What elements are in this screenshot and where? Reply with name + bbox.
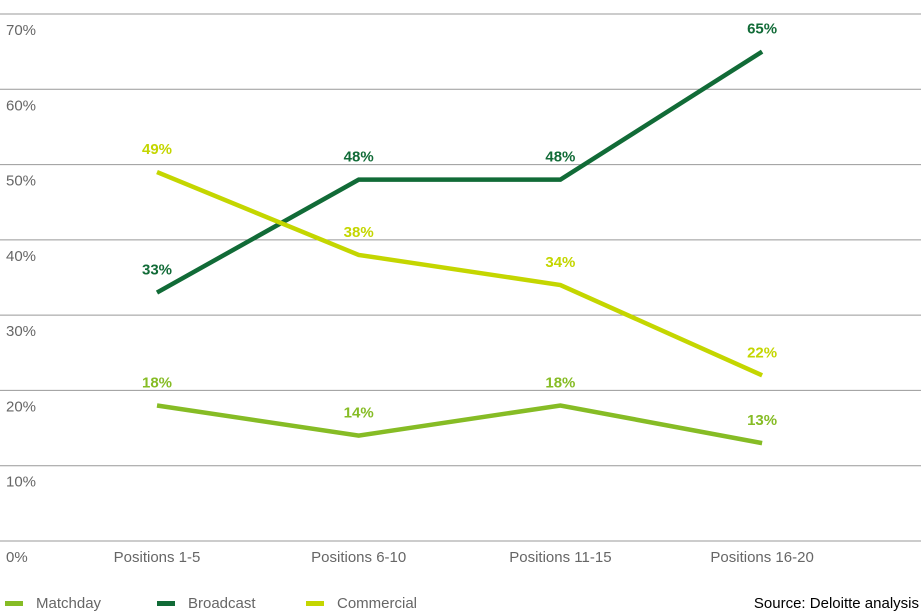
legend-swatch [157, 601, 175, 606]
y-tick-label: 50% [6, 173, 36, 190]
data-label: 18% [545, 374, 575, 391]
data-label: 34% [545, 254, 575, 271]
data-label: 48% [344, 149, 374, 166]
legend-swatch [5, 601, 23, 606]
x-tick-label: Positions 6-10 [311, 549, 406, 566]
data-label: 18% [142, 374, 172, 391]
legend-label: Broadcast [188, 595, 256, 612]
y-tick-label: 70% [6, 22, 36, 39]
x-tick-label: Positions 16-20 [710, 549, 813, 566]
legend-swatch [306, 601, 324, 606]
data-label: 14% [344, 405, 374, 422]
legend-label: Matchday [36, 595, 102, 612]
y-tick-label: 10% [6, 474, 36, 491]
y-tick-label: 30% [6, 323, 36, 340]
y-tick-label: 0% [6, 549, 28, 566]
x-tick-label: Positions 11-15 [509, 549, 611, 566]
line [156, 403, 763, 446]
data-label: 38% [344, 224, 374, 241]
data-label: 33% [142, 262, 172, 279]
y-tick-label: 20% [6, 398, 36, 415]
data-label: 22% [747, 344, 777, 361]
data-label: 65% [747, 21, 777, 38]
source: Source: Deloitte analysis [754, 595, 919, 612]
data-label: 13% [747, 412, 777, 429]
line [156, 170, 764, 378]
data-label: 48% [545, 149, 575, 166]
legend-label: Commercial [337, 595, 417, 612]
y-tick-label: 40% [6, 248, 36, 265]
x-tick-label: Positions 1-5 [114, 549, 201, 566]
data-label: 49% [142, 141, 172, 158]
line [155, 49, 764, 295]
y-tick-label: 60% [6, 97, 36, 114]
